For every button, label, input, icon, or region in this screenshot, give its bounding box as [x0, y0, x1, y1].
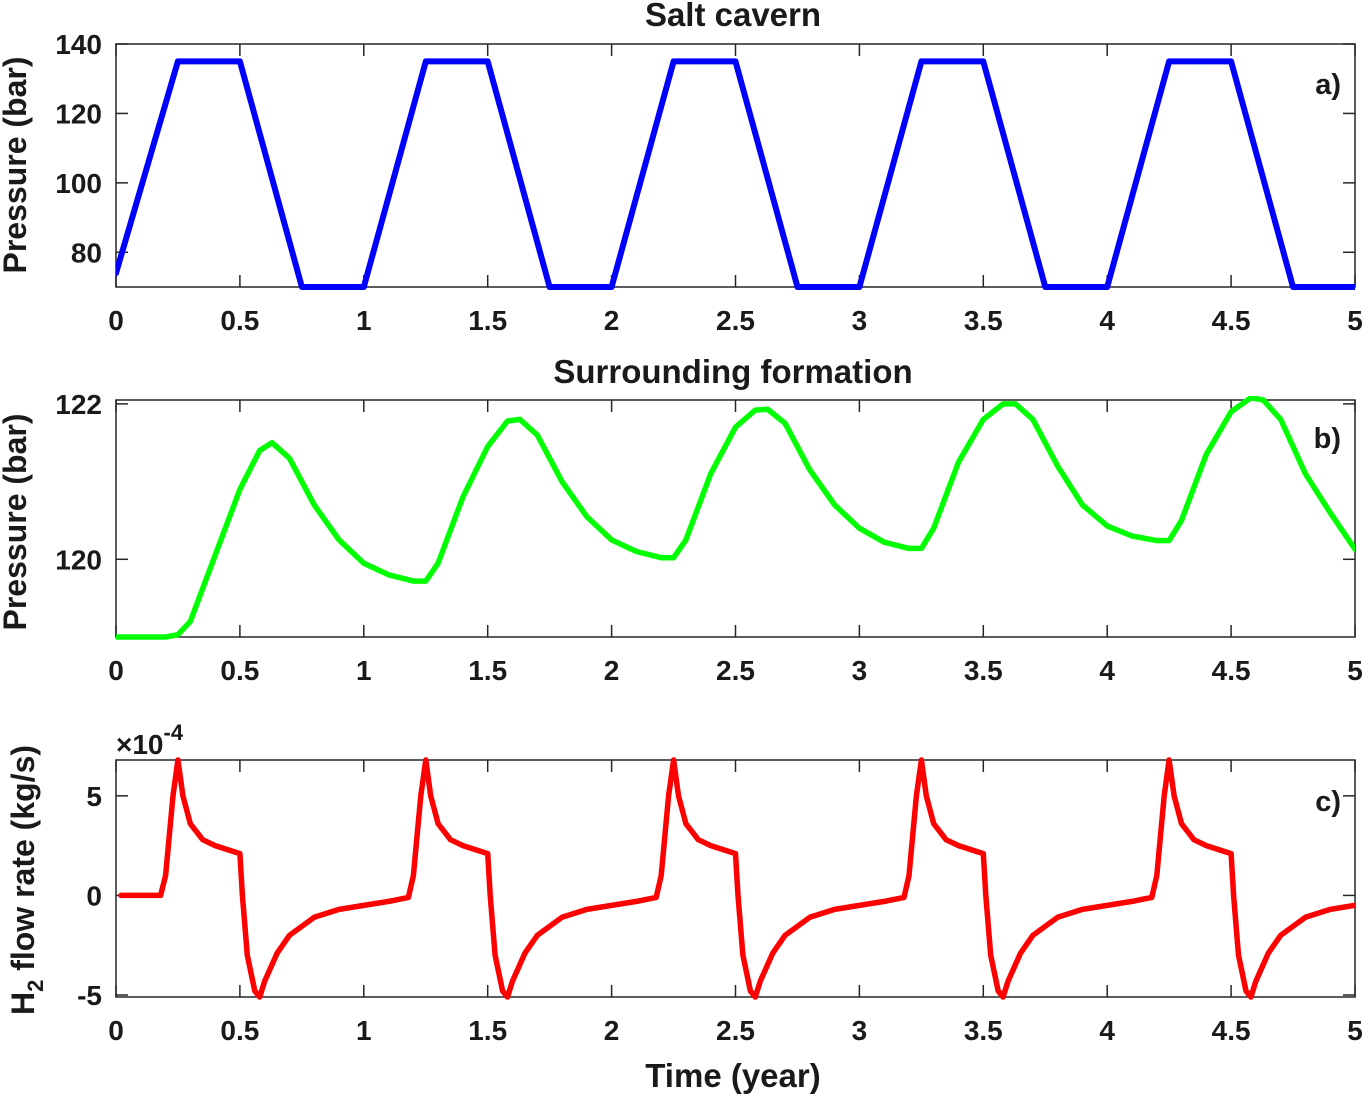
panel-b-ylabel: Pressure (bar) — [0, 414, 33, 631]
axes-box — [115, 399, 1356, 638]
y-tick-label: 100 — [55, 168, 102, 199]
x-tick-label: 3.5 — [964, 1015, 1003, 1046]
x-tick-label: 5 — [1347, 1015, 1363, 1046]
x-tick-label: 1.5 — [468, 655, 507, 686]
ylabel-subscript: 2 — [23, 980, 48, 992]
panel-b-title: Surrounding formation — [553, 353, 912, 390]
x-tick-label: 3.5 — [964, 655, 1003, 686]
x-tick-label: 3 — [852, 1015, 868, 1046]
panel-c-label: c) — [1315, 786, 1341, 818]
y-tick-label: 120 — [55, 544, 102, 575]
exponent-power: -4 — [164, 720, 184, 745]
panel-b-label: b) — [1314, 423, 1341, 455]
x-tick-label: 4 — [1099, 305, 1115, 336]
x-tick-label: 2.5 — [716, 1015, 755, 1046]
panel-a-salt-cavern: Salt cavern Pressure (bar) 0 0.5 1 1.5 2 2.5 3… — [0, 0, 1363, 336]
x-tick-label: 4 — [1099, 1015, 1115, 1046]
x-tick-label: 1.5 — [468, 1015, 507, 1046]
exponent-base: ×10 — [116, 729, 164, 760]
x-tick-label: 2 — [604, 305, 620, 336]
y-tick-label: 0 — [86, 880, 102, 911]
x-tick-label: 3.5 — [964, 305, 1003, 336]
x-tick-label: 0.5 — [220, 305, 259, 336]
panel-a-plot: 0 0.5 1 1.5 2 2.5 3 3.5 4 4.5 5 80 100 120 140 — [55, 29, 1363, 336]
panel-c-h2-flow-rate: H2 flow rate (kg/s) ×10-4 0 0.5 1 1.5 2 2.5 3 3… — [5, 720, 1363, 1094]
x-tick-label: 1.5 — [468, 305, 507, 336]
x-tick-label: 3 — [852, 305, 868, 336]
x-tick-label: 2 — [604, 655, 620, 686]
x-tick-label: 2.5 — [716, 655, 755, 686]
y-tick-label: 120 — [55, 98, 102, 129]
x-tick-label: 0 — [108, 655, 124, 686]
x-tick-label: 1 — [356, 305, 372, 336]
x-tick-label: 4.5 — [1212, 655, 1251, 686]
panel-c-ylabel: H2 flow rate (kg/s) — [5, 745, 48, 1015]
axes-box — [115, 43, 1356, 288]
y-tick-label: 5 — [86, 781, 102, 812]
x-tick-label: 1 — [356, 1015, 372, 1046]
ylabel-rest: flow rate (kg/s) — [5, 745, 41, 980]
x-tick-label: 0 — [108, 305, 124, 336]
x-tick-label: 3 — [852, 655, 868, 686]
panel-c-plot: 0 0.5 1 1.5 2 2.5 3 3.5 4 4.5 5-505 — [77, 757, 1363, 1046]
x-tick-label: 5 — [1347, 655, 1363, 686]
panel-c-exponent: ×10-4 — [116, 720, 184, 760]
panel-a-ylabel: Pressure (bar) — [0, 57, 33, 274]
x-tick-label: 5 — [1347, 305, 1363, 336]
series-line — [118, 757, 1355, 1000]
x-tick-label: 0.5 — [220, 655, 259, 686]
y-tick-label: -5 — [77, 980, 102, 1011]
series-line — [116, 58, 1355, 290]
series-line — [116, 396, 1355, 640]
panel-b-surrounding-formation: Surrounding formation Pressure (bar) 0 0.… — [0, 353, 1363, 686]
x-tick-label: 0.5 — [220, 1015, 259, 1046]
y-tick-label: 140 — [55, 29, 102, 60]
panel-a-title: Salt cavern — [645, 0, 821, 33]
x-tick-label: 4 — [1099, 655, 1115, 686]
x-tick-label: 2 — [604, 1015, 620, 1046]
x-tick-label: 0 — [108, 1015, 124, 1046]
x-tick-label: 1 — [356, 655, 372, 686]
panel-a-label: a) — [1315, 69, 1341, 101]
x-tick-label: 4.5 — [1212, 305, 1251, 336]
x-tick-label: 4.5 — [1212, 1015, 1251, 1046]
ylabel-h: H — [5, 992, 41, 1015]
panel-b-plot: 0 0.5 1 1.5 2 2.5 3 3.5 4 4.5 5 120 122 — [55, 389, 1363, 686]
y-tick-label: 80 — [71, 237, 102, 268]
x-tick-label: 2.5 — [716, 305, 755, 336]
panel-c-xlabel: Time (year) — [645, 1057, 820, 1094]
y-tick-label: 122 — [55, 389, 102, 420]
